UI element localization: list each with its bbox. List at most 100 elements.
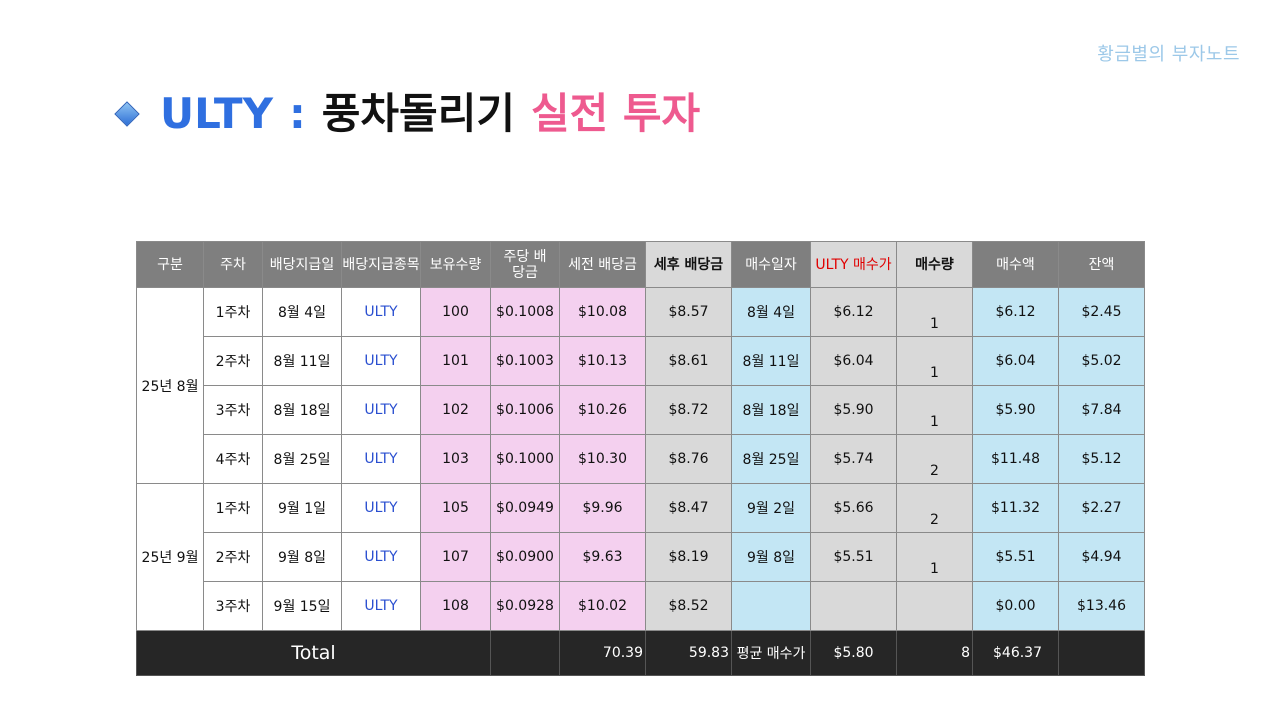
pretax-dividend-cell: $10.08 (559, 287, 646, 337)
ticker-cell: ULTY (341, 287, 421, 337)
week-cell: 4주차 (203, 434, 263, 484)
title-emphasis: 실전 투자 (530, 89, 701, 138)
ticker-cell: ULTY (341, 434, 421, 484)
buy-price-cell: $5.66 (810, 483, 897, 533)
buy-price-cell: $6.04 (810, 336, 897, 386)
balance-cell: $2.45 (1058, 287, 1145, 337)
ticker-cell: ULTY (341, 483, 421, 533)
title-ticker: ULTY (160, 89, 273, 138)
pretax-dividend-cell: $9.96 (559, 483, 646, 533)
total-qty: 8 (896, 630, 973, 676)
header-cell: 주차 (203, 241, 263, 288)
shares-cell: 107 (420, 532, 491, 582)
buy-date-cell: 8월 25일 (731, 434, 811, 484)
buy-price-cell: $6.12 (810, 287, 897, 337)
dividend-per-share-cell: $0.1006 (490, 385, 560, 435)
pay-date-cell: 8월 4일 (262, 287, 342, 337)
header-cell: ULTY 매수가 (810, 241, 897, 288)
header-cell: 매수액 (972, 241, 1059, 288)
table-row: 2주차 8월 11일 ULTY 101 $0.1003 $10.13 $8.61 8월 11일… (137, 336, 1145, 386)
month-group-cell: 25년 8월 (136, 287, 204, 484)
header-cell: 세전 배당금 (559, 241, 646, 288)
pretax-dividend-cell: $10.30 (559, 434, 646, 484)
total-balance (1058, 630, 1145, 676)
buy-price-cell (810, 581, 897, 631)
buy-date-cell: 8월 11일 (731, 336, 811, 386)
table-body: 25년 8월 1주차 8월 4일 ULTY 100 $0.1008 $10.08 $8.57 8… (136, 287, 1145, 631)
balance-cell: $5.12 (1058, 434, 1145, 484)
table-row: 2주차 9월 8일 ULTY 107 $0.0900 $9.63 $8.19 9월 8일 $5.… (137, 532, 1145, 582)
ticker-cell: ULTY (341, 336, 421, 386)
week-cell: 1주차 (203, 483, 263, 533)
pay-date-cell: 8월 11일 (262, 336, 342, 386)
pretax-dividend-cell: $10.13 (559, 336, 646, 386)
total-empty-cell (490, 630, 560, 676)
buy-amount-cell: $11.32 (972, 483, 1059, 533)
total-label: Total (136, 630, 491, 676)
table-row: 4주차 8월 25일 ULTY 103 $0.1000 $10.30 $8.76 8월 25일… (137, 434, 1145, 484)
total-avg-price: $5.80 (810, 630, 897, 676)
pretax-dividend-cell: $9.63 (559, 532, 646, 582)
buy-date-cell: 8월 18일 (731, 385, 811, 435)
buy-quantity-cell: 1 (896, 532, 973, 582)
table-row: 3주차 8월 18일 ULTY 102 $0.1006 $10.26 $8.72 8월 18일… (137, 385, 1145, 435)
table-header-row: 구분 주차 배당지급일 배당지급종목 보유수량 주당 배당금 세전 배당금 세후… (136, 241, 1145, 288)
balance-cell: $7.84 (1058, 385, 1145, 435)
buy-date-cell: 9월 8일 (731, 532, 811, 582)
total-pretax: 70.39 (559, 630, 646, 676)
aftertax-dividend-cell: $8.76 (645, 434, 732, 484)
page-title: ULTY : 풍차돌리기 실전 투자 (114, 88, 701, 140)
buy-amount-cell: $0.00 (972, 581, 1059, 631)
dividend-per-share-cell: $0.1000 (490, 434, 560, 484)
buy-amount-cell: $11.48 (972, 434, 1059, 484)
pay-date-cell: 8월 18일 (262, 385, 342, 435)
buy-price-cell: $5.51 (810, 532, 897, 582)
pay-date-cell: 8월 25일 (262, 434, 342, 484)
buy-quantity-cell: 2 (896, 483, 973, 533)
title-separator: : (288, 89, 306, 138)
brand-watermark: 황금별의 부자노트 (1097, 44, 1240, 65)
table-row: 3주차 9월 15일 ULTY 108 $0.0928 $10.02 $8.52 $0.00 $… (137, 581, 1145, 631)
aftertax-dividend-cell: $8.47 (645, 483, 732, 533)
shares-cell: 102 (420, 385, 491, 435)
pay-date-cell: 9월 15일 (262, 581, 342, 631)
week-cell: 3주차 (203, 385, 263, 435)
total-row: Total 70.39 59.83 평균 매수가 $5.80 8 $46.37 (136, 630, 1145, 676)
header-cell: 매수량 (896, 241, 973, 288)
month-group-cell: 25년 9월 (136, 483, 204, 631)
buy-price-cell: $5.90 (810, 385, 897, 435)
balance-cell: $4.94 (1058, 532, 1145, 582)
header-cell: 세후 배당금 (645, 241, 732, 288)
pretax-dividend-cell: $10.02 (559, 581, 646, 631)
shares-cell: 108 (420, 581, 491, 631)
dividend-per-share-cell: $0.0900 (490, 532, 560, 582)
header-cell: 구분 (136, 241, 204, 288)
ticker-cell: ULTY (341, 385, 421, 435)
dividend-per-share-cell: $0.0928 (490, 581, 560, 631)
table-row: 25년 9월 1주차 9월 1일 ULTY 105 $0.0949 $9.96 $8.47 9월… (136, 483, 1145, 631)
shares-cell: 101 (420, 336, 491, 386)
header-cell: 보유수량 (420, 241, 491, 288)
week-cell: 2주차 (203, 532, 263, 582)
buy-quantity-cell: 1 (896, 385, 973, 435)
aftertax-dividend-cell: $8.19 (645, 532, 732, 582)
total-avg-label: 평균 매수가 (731, 630, 811, 676)
dividend-per-share-cell: $0.1003 (490, 336, 560, 386)
buy-quantity-cell: 2 (896, 434, 973, 484)
balance-cell: $13.46 (1058, 581, 1145, 631)
buy-amount-cell: $5.51 (972, 532, 1059, 582)
buy-amount-cell: $5.90 (972, 385, 1059, 435)
investment-table: 구분 주차 배당지급일 배당지급종목 보유수량 주당 배당금 세전 배당금 세후… (136, 241, 1145, 676)
ticker-cell: ULTY (341, 581, 421, 631)
header-cell: 잔액 (1058, 241, 1145, 288)
aftertax-dividend-cell: $8.52 (645, 581, 732, 631)
dividend-per-share-cell: $0.1008 (490, 287, 560, 337)
buy-amount-cell: $6.04 (972, 336, 1059, 386)
balance-cell: $2.27 (1058, 483, 1145, 533)
aftertax-dividend-cell: $8.61 (645, 336, 732, 386)
buy-date-cell: 8월 4일 (731, 287, 811, 337)
week-cell: 2주차 (203, 336, 263, 386)
buy-quantity-cell: 1 (896, 287, 973, 337)
buy-quantity-cell: 1 (896, 336, 973, 386)
header-cell: 배당지급일 (262, 241, 342, 288)
